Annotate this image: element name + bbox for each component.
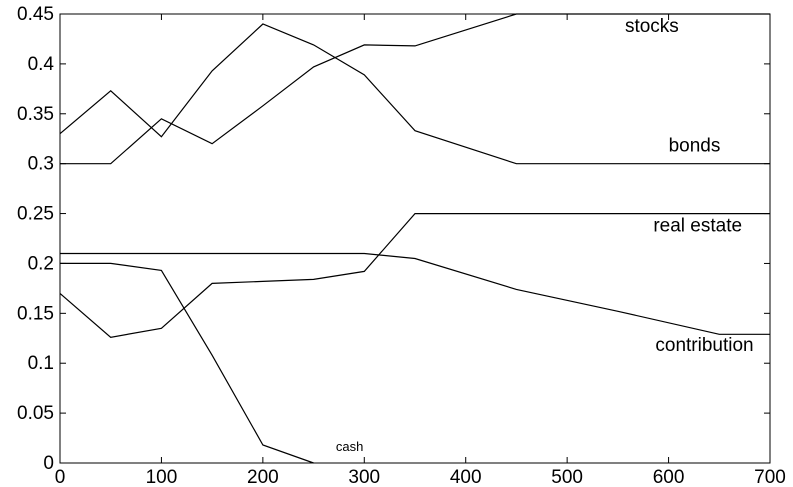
series-line-real-estate (59, 213, 770, 338)
y-tick-label: 0.3 (28, 154, 54, 175)
series-line-contribution (60, 252, 770, 335)
y-tick-label: 0 (43, 453, 54, 474)
y-tick-label: 0.45 (17, 4, 54, 25)
y-tick-label: 0.1 (28, 353, 54, 374)
x-axis: 0 100 200 300 400 500 600 700 (55, 14, 786, 487)
y-tick-label: 0.15 (17, 303, 54, 324)
x-tick-label: 100 (146, 467, 178, 487)
series-labels: stocks bonds real estate contribution cash (336, 16, 754, 454)
series-label-stocks: stocks (625, 16, 679, 37)
y-tick-label: 0.35 (17, 104, 54, 125)
y-axis: 0 0.05 0.1 0.15 0.2 0.25 0.3 0.35 0.4 0.45 (17, 4, 770, 474)
series-label-real-estate: real estate (653, 216, 742, 237)
plot-area-frame (59, 13, 771, 464)
y-tick-label: 0.2 (28, 253, 54, 274)
x-tick-label: 300 (348, 467, 380, 487)
x-tick-label: 400 (450, 467, 482, 487)
y-tick-label: 0.25 (17, 204, 54, 225)
series-line-cash (60, 262, 314, 464)
x-tick-label: 200 (247, 467, 279, 487)
x-tick-label: 0 (55, 467, 66, 487)
series-label-bonds: bonds (669, 136, 721, 157)
y-tick-label: 0.05 (17, 403, 54, 424)
y-tick-label: 0.4 (28, 54, 55, 75)
x-tick-label: 500 (551, 467, 583, 487)
series-label-contribution: contribution (655, 335, 753, 356)
series-label-cash: cash (336, 439, 363, 454)
series-line-bonds (59, 23, 770, 165)
series-line-stocks (60, 13, 770, 165)
x-tick-label: 700 (754, 467, 786, 487)
x-tick-label: 600 (653, 467, 685, 487)
series-lines (59, 13, 770, 464)
